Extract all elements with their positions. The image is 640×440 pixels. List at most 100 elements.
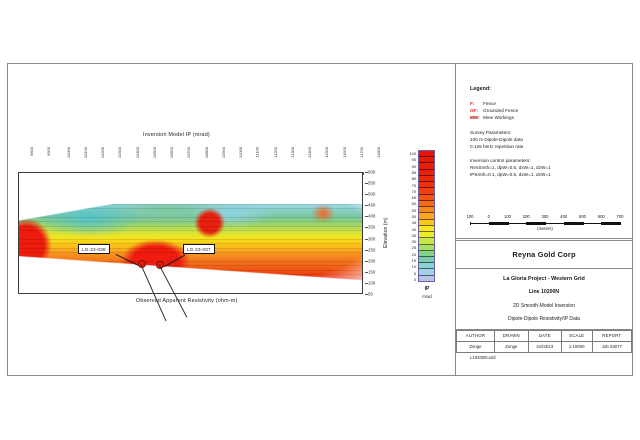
- y-axis-tick: [365, 172, 368, 173]
- x-axis-tick-label: 11100: [254, 147, 260, 158]
- scalebar-label: 400: [560, 214, 568, 219]
- colorbar-swatch: [419, 169, 434, 176]
- y-axis-tick: [365, 282, 368, 284]
- colorbar-swatch: [419, 275, 434, 281]
- distance-scale-bar: 100 0 100 200 300 400 500 600 700 (meters): [466, 214, 624, 232]
- colorbar-swatch: [419, 157, 434, 164]
- model-base-mask: [19, 173, 362, 293]
- legend-key: GF:: [470, 108, 479, 114]
- title-block-panel: Legend: F: Fence GF: Grounded Fence MW: …: [455, 64, 633, 375]
- colorbar-tick-label: 45: [411, 220, 416, 226]
- colorbar-tick-label: 80: [411, 176, 416, 182]
- scalebar-labels: 100 0 100 200 300 400 500 600 700: [466, 214, 624, 221]
- y-axis-tick: [365, 194, 368, 196]
- colorbar-swatches: [418, 150, 435, 282]
- y-axis-tick-label: 300: [368, 235, 376, 241]
- x-axis-tick-label: 10600: [169, 147, 175, 159]
- colorbar-tick-label: 20: [411, 251, 416, 257]
- x-axis-tick-label: 11700: [358, 147, 364, 158]
- cell-scale: 1:10000: [560, 340, 593, 353]
- legend-item-mine-workings: MW: Mine Workings: [470, 115, 618, 122]
- survey-line: 0.125 hertz repetition rate: [470, 143, 524, 149]
- credits-table-section: AUTHOR DRAWN DATE SCALE REPORT Zonge Zon…: [456, 330, 633, 361]
- x-axis-tick: [363, 172, 364, 175]
- legend-item-grounded-fence: GF: Grounded Fence: [470, 108, 618, 115]
- company-name: Reyna Gold Corp: [512, 249, 576, 259]
- y-axis-tick: [365, 183, 368, 185]
- y-axis-tick-label: 450: [368, 202, 376, 208]
- y-axis-tick: [365, 271, 368, 273]
- colorbar-swatch: [419, 232, 434, 239]
- inversion-line: ResSmth=1, dpW=0.5, dxW=1, dzW=1: [470, 165, 551, 171]
- method-line-1: 2D Smooth-Model Inversion: [513, 303, 575, 309]
- source-filename: L10200N.s2d: [470, 355, 496, 361]
- colorbar-swatch: [419, 269, 434, 276]
- colorbar-tick-label: 90: [411, 163, 416, 169]
- colorbar-swatch: [419, 213, 434, 220]
- y-axis-tick: [365, 205, 368, 207]
- colorbar-swatch: [419, 263, 434, 270]
- cell-report: Job 23077: [591, 340, 633, 353]
- drill-hole-callout: LG-23-038: [78, 244, 110, 255]
- y-axis-title: Elevation (m): [383, 217, 389, 248]
- divider: [456, 240, 632, 241]
- colorbar-tick-label: 85: [411, 169, 416, 175]
- y-axis-tick-label: 100: [368, 280, 376, 286]
- colorbar: 100 95 90 85 80 75 70 65 60 55 50 45 40 35 30 25 20 15 10 5…: [392, 150, 452, 310]
- y-axis: 600 550 500 450 400 350 300 250 200 150 100 50: [363, 169, 381, 297]
- legend-item-fence: F: Fence: [470, 101, 618, 108]
- x-axis-tick-label: 10300: [117, 147, 123, 159]
- colorbar-tick-label: 95: [411, 157, 416, 163]
- ip-colour-body: [19, 173, 362, 293]
- survey-line: 100 m Dipole-Dipole data: [470, 136, 523, 142]
- x-axis-tick-label: 10900: [220, 147, 226, 159]
- project-meta-section: La Gloria Project - Western Grid Line 10…: [456, 269, 632, 329]
- cell-author: Zonge: [456, 340, 495, 353]
- legend-title: Legend:: [470, 86, 491, 92]
- y-axis-tick-label: 600: [368, 169, 376, 175]
- colorbar-swatch: [419, 219, 434, 226]
- method-line-2: Dipole-Dipole Resistivity/IP Data: [508, 316, 580, 322]
- x-axis-tick-label: 9800: [28, 147, 34, 156]
- colorbar-swatch: [419, 188, 434, 195]
- x-axis-tick-label: 10000: [65, 147, 71, 159]
- y-axis-tick-label: 150: [368, 269, 376, 275]
- y-axis-tick-label: 50: [368, 291, 373, 297]
- y-axis-tick: [365, 249, 368, 251]
- colorbar-tick-label: 75: [411, 182, 416, 188]
- colorbar-tick-label: 65: [411, 194, 416, 200]
- column-header: REPORT: [591, 330, 633, 342]
- colorbar-swatch: [419, 200, 434, 208]
- x-axis-tick-label: 11800: [375, 147, 381, 158]
- scalebar-label: 700: [616, 214, 624, 219]
- scalebar-label: 100: [466, 214, 474, 219]
- column-header: AUTHOR: [456, 330, 495, 342]
- x-axis-tick-label: 10800: [203, 147, 209, 159]
- column-header: DATE: [527, 330, 562, 342]
- scalebar-unit: (meters): [537, 226, 553, 232]
- colorbar-tick-label: 10: [411, 264, 416, 270]
- divider: [456, 329, 632, 330]
- column-header: SCALE: [560, 330, 593, 342]
- colorbar-swatch: [419, 225, 434, 233]
- survey-parameters: Survey Parameters: 100 m Dipole-Dipole d…: [470, 130, 618, 150]
- colorbar-tick-label: 30: [411, 238, 416, 244]
- colorbar-tick-label: 55: [411, 207, 416, 213]
- inversion-parameters: Inversion control parameters: ResSmth=1,…: [470, 158, 618, 178]
- legend-label: Mine Workings: [483, 115, 514, 121]
- scalebar-label: 100: [504, 214, 511, 219]
- colorbar-swatch: [419, 151, 434, 158]
- y-axis-tick-label: 250: [368, 247, 376, 253]
- y-axis-tick: [365, 238, 368, 240]
- cell-drawn: Zonge: [493, 340, 529, 353]
- colorbar-swatch: [419, 207, 434, 214]
- divider: [456, 268, 632, 269]
- column-header: DRAWN: [493, 330, 529, 342]
- x-axis-tick-labels: 9800 9900 10000 10100 10200 10300 10400 10500 10…: [18, 147, 381, 172]
- company-title-section: Reyna Gold Corp: [456, 240, 632, 268]
- x-axis-tick-label: 10500: [151, 147, 157, 159]
- legend-key: F:: [470, 101, 475, 106]
- y-axis-tick: [365, 260, 368, 262]
- project-name: La Gloria Project - Western Grid: [503, 276, 585, 282]
- x-axis-tick-label: 11400: [306, 147, 312, 158]
